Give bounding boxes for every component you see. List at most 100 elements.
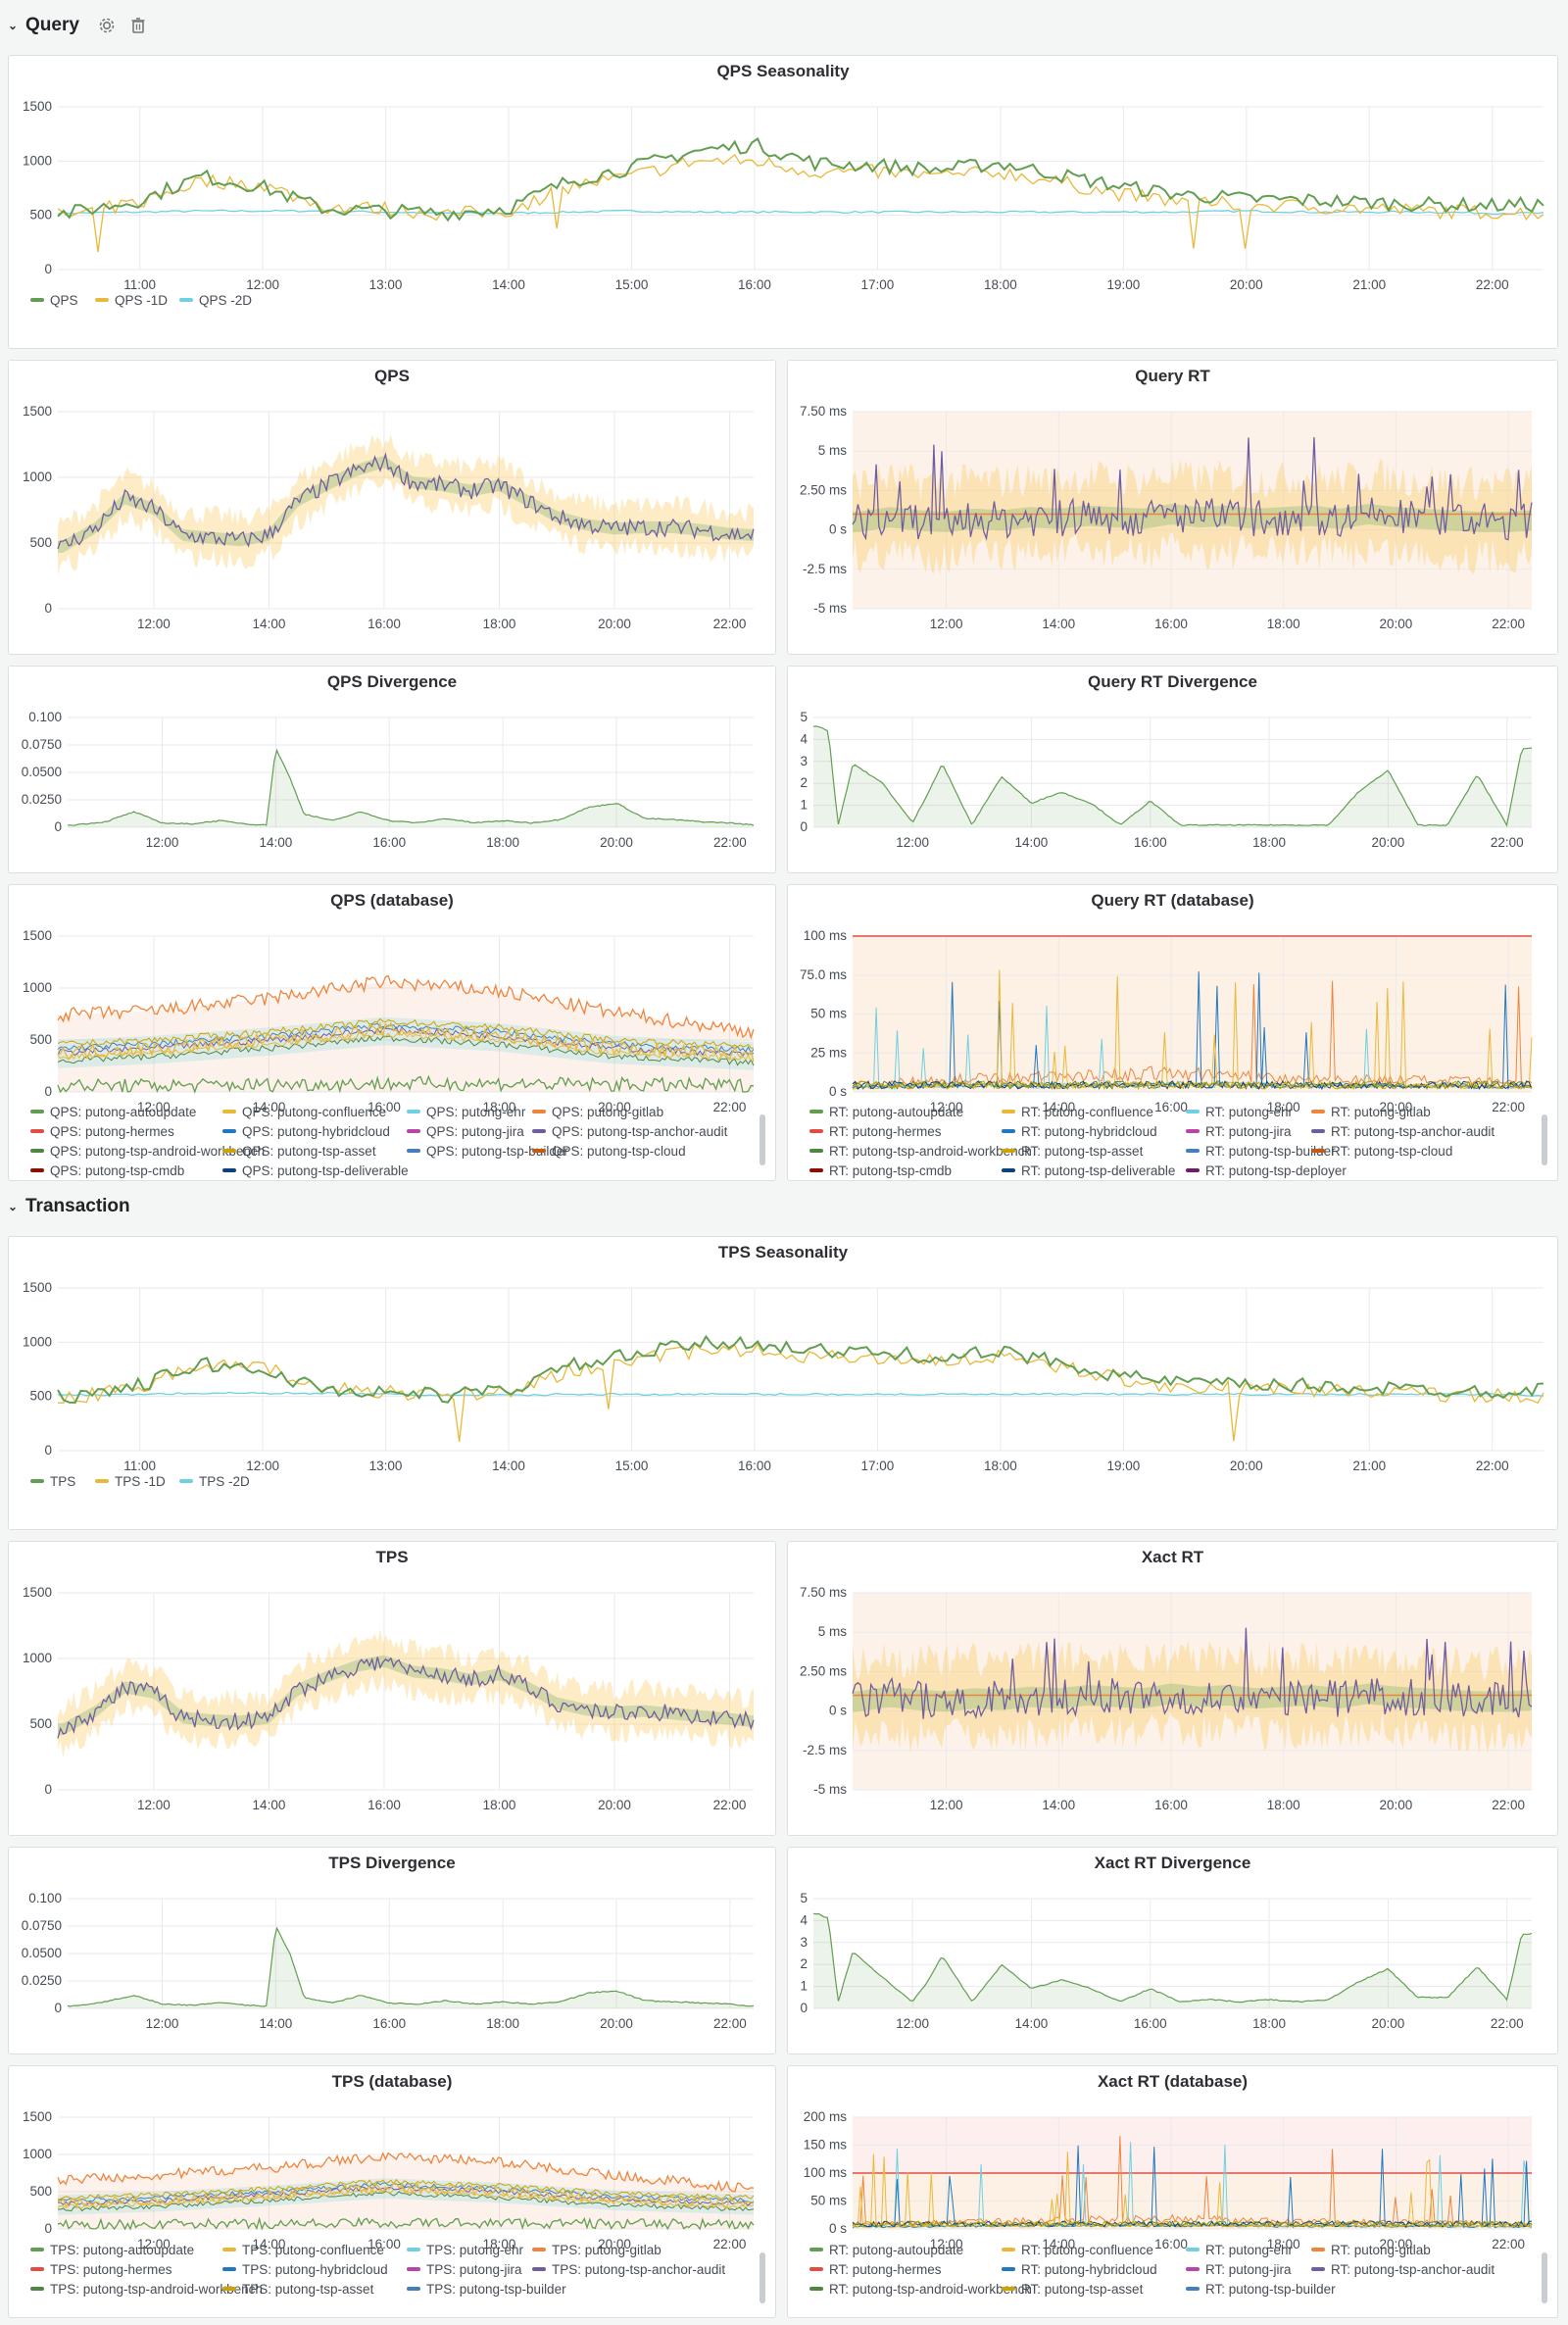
legend-item[interactable]: RT: putong-tsp-deployer <box>1186 1162 1347 1180</box>
row-header-transaction[interactable]: ⌄ Transaction <box>0 1187 130 1226</box>
legend-item[interactable]: TPS: putong-tsp-android-workbench <box>30 2280 263 2300</box>
series-line <box>852 437 1533 541</box>
legend-item[interactable]: TPS: putong-gitlab <box>532 2241 662 2260</box>
legend-swatch <box>809 1149 823 1154</box>
legend-item[interactable]: RT: putong-tsp-builder <box>1186 1142 1336 1162</box>
y-tick-label: 1500 <box>23 404 52 419</box>
series-line <box>57 2216 755 2231</box>
legend-scrollbar[interactable] <box>760 2252 765 2303</box>
panel-qps-divergence[interactable]: QPS Divergence 0 0.0250 0.0500 0.0750 0.100 1… <box>8 666 776 873</box>
legend-item[interactable]: QPS -1D <box>95 291 168 311</box>
panel-tps-seasonality[interactable]: TPS Seasonality 0 500 1000 1500 11:00 12:00 13… <box>8 1236 1558 1530</box>
legend-scrollbar[interactable] <box>760 1114 765 1165</box>
legend-item[interactable]: RT: putong-ehr <box>1186 1103 1293 1122</box>
panel-xact-rt-divergence[interactable]: Xact RT Divergence 0 1 2 3 4 5 12:00 14:00 16:00… <box>787 1847 1558 2054</box>
legend-item[interactable]: RT: putong-tsp-builder <box>1186 2280 1336 2300</box>
legend-item[interactable]: RT: putong-hermes <box>809 2260 942 2280</box>
legend-scrollbar[interactable] <box>1542 1114 1547 1165</box>
panel-qps[interactable]: QPS 0 500 1000 1500 12:00 14:00 16:00 18:00 20:0… <box>8 360 776 655</box>
legend-item[interactable]: TPS: putong-hybridcloud <box>222 2260 388 2280</box>
panel-tps-database[interactable]: TPS (database) 0 500 1000 1500 12:00 14:00 16:… <box>8 2065 776 2318</box>
panel-query-rt-database[interactable]: Query RT (database) 0 s 25 ms 50 ms 75.0 ms… <box>787 884 1558 1181</box>
series-line <box>57 1334 1544 1405</box>
chevron-down-icon[interactable]: ⌄ <box>8 19 19 32</box>
legend-item[interactable]: RT: putong-jira <box>1186 2260 1292 2280</box>
legend-item[interactable]: TPS -1D <box>95 1472 166 1492</box>
panel-qps-seasonality[interactable]: QPS Seasonality 0 500 1000 1500 11:00 12:00 13… <box>8 55 1558 349</box>
legend-item[interactable]: TPS: putong-tsp-builder <box>407 2280 566 2300</box>
legend-item[interactable]: QPS: putong-gitlab <box>532 1103 663 1122</box>
legend-item[interactable]: QPS: putong-confluence <box>222 1103 386 1122</box>
legend-item[interactable]: TPS: putong-jira <box>407 2260 522 2280</box>
legend-swatch <box>222 1110 236 1114</box>
panel-xact-rt-database[interactable]: Xact RT (database) 0 s 50 ms 100 ms 150 ms 2… <box>787 2065 1558 2318</box>
legend-item[interactable]: TPS: putong-hermes <box>30 2260 172 2280</box>
legend-item[interactable]: QPS <box>30 291 78 311</box>
legend-item[interactable]: RT: putong-tsp-android-workbench <box>809 1142 1032 1162</box>
trash-icon[interactable] <box>128 16 148 35</box>
legend-item[interactable]: TPS: putong-confluence <box>222 2241 384 2260</box>
legend-item[interactable]: RT: putong-ehr <box>1186 2241 1293 2260</box>
legend-item[interactable]: RT: putong-tsp-anchor-audit <box>1311 1122 1494 1142</box>
panel-tps[interactable]: TPS 0 500 1000 1500 12:00 14:00 16:00 18:00 20:0… <box>8 1541 776 1836</box>
legend-item[interactable]: QPS -2D <box>179 291 252 311</box>
legend-item[interactable]: RT: putong-tsp-asset <box>1002 2280 1143 2300</box>
legend-item[interactable]: RT: putong-jira <box>1186 1122 1292 1142</box>
legend-item[interactable]: QPS: putong-tsp-builder <box>407 1142 568 1162</box>
legend-item[interactable]: RT: putong-tsp-cmdb <box>809 1162 952 1180</box>
panel-query-rt-divergence[interactable]: Query RT Divergence 0 1 2 3 4 5 12:00 14:00 16:0… <box>787 666 1558 873</box>
legend-item[interactable]: QPS: putong-tsp-cmdb <box>30 1162 184 1180</box>
legend-label: TPS -1D <box>115 1474 166 1489</box>
panel-xact-rt[interactable]: Xact RT -5 ms -2.5 ms 0 s 2.50 ms 5 ms 7.50 m… <box>787 1541 1558 1836</box>
panel-tps-divergence[interactable]: TPS Divergence 0 0.0250 0.0500 0.0750 0.100 1… <box>8 1847 776 2054</box>
legend-item[interactable]: RT: putong-gitlab <box>1311 2241 1431 2260</box>
legend-label: RT: putong-tsp-deliverable <box>1021 1163 1176 1178</box>
legend-item[interactable]: QPS: putong-hybridcloud <box>222 1122 390 1142</box>
legend-swatch <box>179 1479 193 1484</box>
legend-item[interactable]: QPS: putong-tsp-android-workbench <box>30 1142 265 1162</box>
legend-item[interactable]: QPS: putong-tsp-cloud <box>532 1142 686 1162</box>
legend-item[interactable]: RT: putong-hybridcloud <box>1002 1122 1157 1142</box>
legend-item[interactable]: QPS: putong-tsp-asset <box>222 1142 376 1162</box>
y-tick-label: 5 <box>800 1891 808 1905</box>
legend-item[interactable]: RT: putong-confluence <box>1002 1103 1153 1122</box>
legend-item[interactable]: RT: putong-tsp-android-workbench <box>809 2280 1032 2300</box>
legend-scrollbar[interactable] <box>1542 2252 1547 2303</box>
x-tick-label: 21:00 <box>1352 277 1386 292</box>
legend-item[interactable]: QPS: putong-hermes <box>30 1122 174 1142</box>
panel-query-rt[interactable]: Query RT -5 ms -2.5 ms 0 s 2.50 ms 5 ms 7.50 … <box>787 360 1558 655</box>
legend-item[interactable]: RT: putong-autoupdate <box>809 2241 963 2260</box>
legend-swatch <box>407 2287 420 2292</box>
panel-qps-database[interactable]: QPS (database) 0 500 1000 1500 12:00 14:00 16:… <box>8 884 776 1181</box>
legend-label: RT: putong-confluence <box>1021 2243 1153 2257</box>
chevron-down-icon[interactable]: ⌄ <box>8 1200 19 1213</box>
legend-item[interactable]: RT: putong-tsp-cloud <box>1311 1142 1452 1162</box>
legend-item[interactable]: QPS: putong-tsp-anchor-audit <box>532 1122 727 1142</box>
legend-item[interactable]: RT: putong-gitlab <box>1311 1103 1431 1122</box>
legend-item[interactable]: QPS: putong-autoupdate <box>30 1103 196 1122</box>
panel-title: QPS <box>374 367 410 385</box>
legend-item[interactable]: QPS: putong-ehr <box>407 1103 525 1122</box>
legend-item[interactable]: QPS: putong-tsp-deliverable <box>222 1162 409 1180</box>
legend-item[interactable]: TPS <box>30 1472 75 1492</box>
legend-item[interactable]: TPS: putong-tsp-asset <box>222 2280 373 2300</box>
gear-icon[interactable] <box>97 16 117 35</box>
legend-item[interactable]: RT: putong-tsp-anchor-audit <box>1311 2260 1494 2280</box>
series-line <box>812 1912 1533 2003</box>
chart-svg: 0 1 2 3 4 5 12:00 14:00 16:00 18:00 20:00 22:00 <box>800 1891 1533 2031</box>
legend-item[interactable]: RT: putong-tsp-deliverable <box>1002 1162 1176 1180</box>
legend-item[interactable]: TPS: putong-autoupdate <box>30 2241 194 2260</box>
legend-item[interactable]: RT: putong-autoupdate <box>809 1103 963 1122</box>
row-header-query[interactable]: ⌄ Query <box>0 6 148 45</box>
legend-item[interactable]: RT: putong-hermes <box>809 1122 942 1142</box>
legend-item[interactable]: RT: putong-hybridcloud <box>1002 2260 1157 2280</box>
legend-item[interactable]: RT: putong-confluence <box>1002 2241 1153 2260</box>
legend-item[interactable]: RT: putong-tsp-asset <box>1002 1142 1143 1162</box>
legend-item[interactable]: QPS: putong-jira <box>407 1122 524 1142</box>
y-tick-label: 0.100 <box>28 710 62 724</box>
legend-item[interactable]: TPS: putong-ehr <box>407 2241 523 2260</box>
legend-swatch <box>1002 2287 1015 2292</box>
legend-item[interactable]: TPS: putong-tsp-anchor-audit <box>532 2260 725 2280</box>
legend-label: QPS: putong-hybridcloud <box>242 1124 390 1139</box>
legend-item[interactable]: TPS -2D <box>179 1472 250 1492</box>
